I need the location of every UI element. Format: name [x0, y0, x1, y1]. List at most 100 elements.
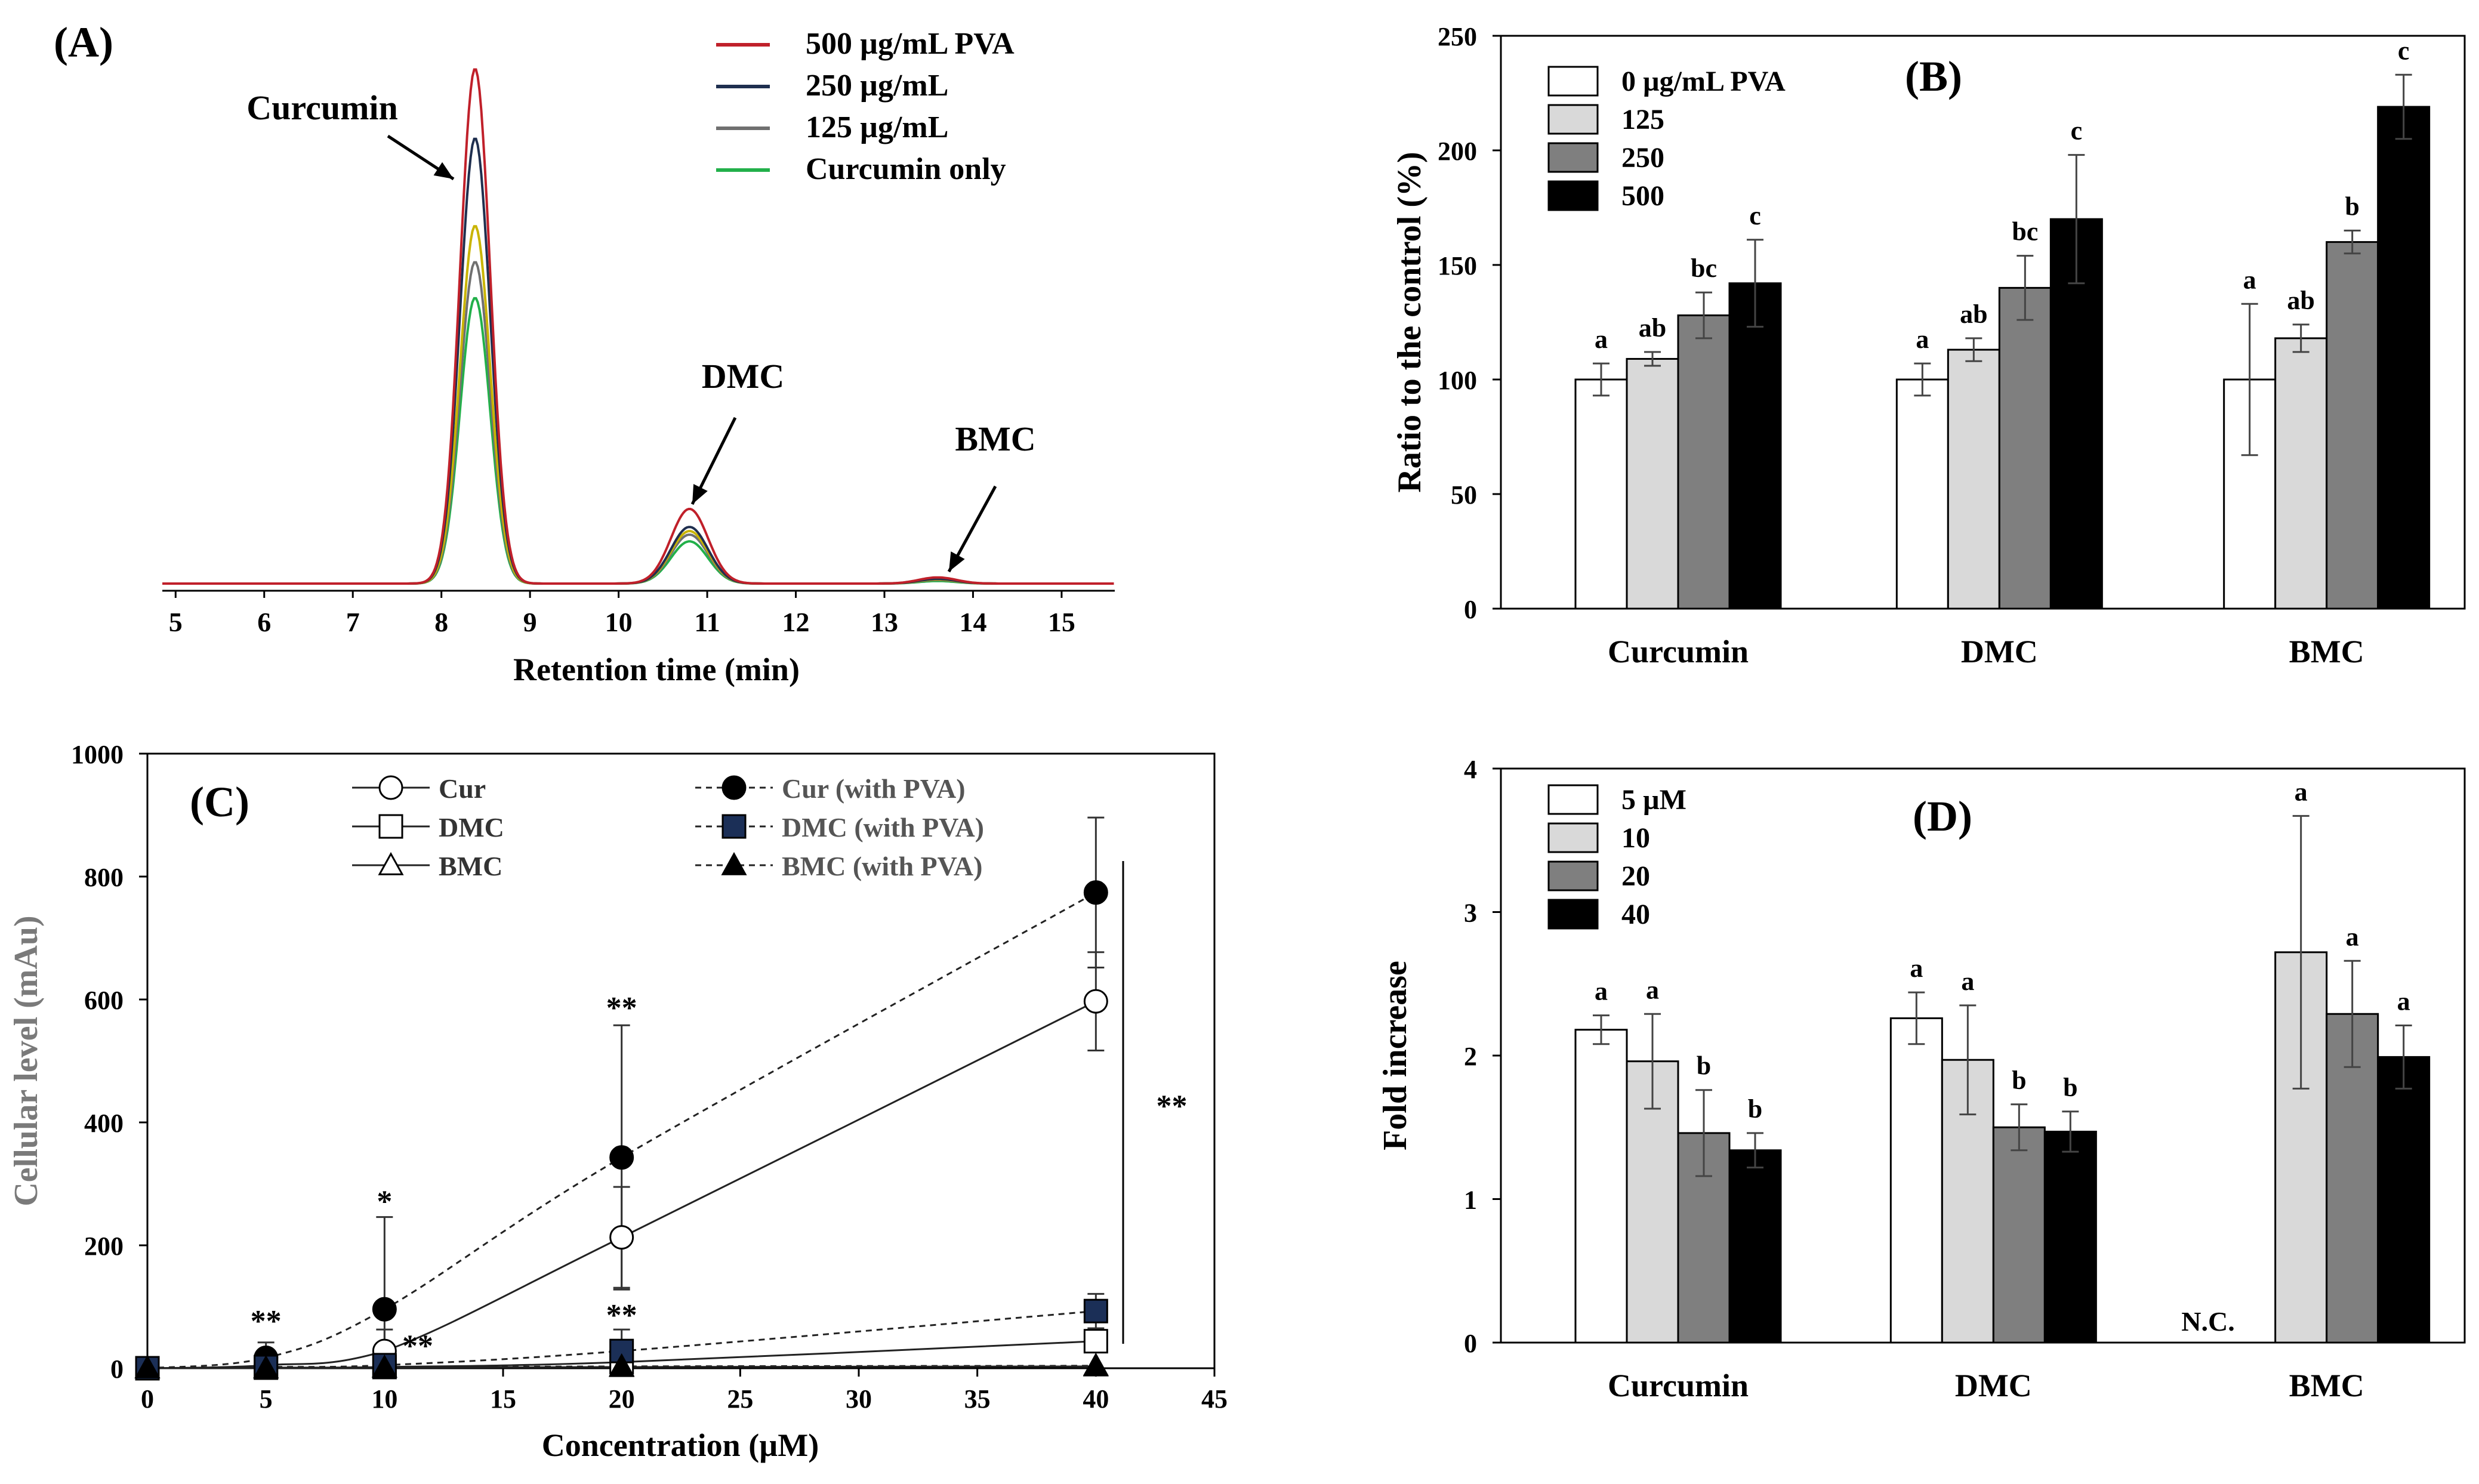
significance-letter: a — [1916, 325, 1929, 354]
legend-label: 10 — [1621, 822, 1650, 854]
y-tick-label: 50 — [1451, 480, 1477, 510]
y-tick-label: 800 — [84, 863, 124, 892]
peak-label: DMC — [702, 357, 785, 396]
x-tick-label: 10 — [371, 1384, 397, 1414]
legend-swatch — [1547, 66, 1599, 97]
panel-d-bar-chart: 0 1 2 3 4 Fold increase (D) a a b b Curcumin a a b b DMC… — [1377, 755, 2466, 1403]
panel-label: (A) — [54, 18, 113, 66]
significance-letter: a — [2243, 265, 2256, 294]
bar-error-bar — [2344, 229, 2361, 255]
bar-error-bar — [1593, 1014, 1610, 1045]
y-tick-label: 250 — [1438, 22, 1477, 51]
data-point — [372, 1297, 397, 1322]
data-point — [134, 1355, 161, 1378]
legend-label: Cur — [439, 773, 486, 804]
legend-swatch — [1547, 180, 1599, 211]
legend-swatch — [1547, 899, 1599, 930]
peak-arrow-head — [949, 551, 965, 572]
bar — [1947, 348, 2000, 610]
significance-letter: a — [2295, 777, 2308, 806]
bar — [1728, 282, 1782, 610]
significance-letter: b — [1748, 1094, 1762, 1124]
x-tick-label: 25 — [727, 1384, 753, 1414]
y-tick-label: 1000 — [71, 740, 124, 769]
significance-marker: ** — [1156, 1090, 1187, 1124]
significance-letter: c — [1749, 201, 1761, 230]
category-label: BMC — [2289, 634, 2364, 670]
bar-error-bar — [2344, 959, 2361, 1068]
bar-error-bar — [1747, 239, 1763, 328]
x-tick-label: 15 — [1048, 607, 1075, 637]
data-point — [1083, 880, 1108, 905]
x-tick-label: 5 — [169, 607, 183, 637]
bar — [1574, 1029, 1628, 1344]
y-tick-label: 1 — [1464, 1186, 1477, 1215]
x-axis-title: Concentration (µM) — [542, 1427, 819, 1463]
category-label: Curcumin — [1608, 634, 1749, 670]
bar-error-bar — [2241, 303, 2258, 456]
data-point — [1083, 1352, 1109, 1376]
legend-swatch — [1547, 822, 1599, 853]
significance-marker: * — [377, 1184, 392, 1218]
legend-marker — [378, 775, 403, 800]
significance-letter: a — [2346, 922, 2359, 951]
legend-marker — [378, 814, 403, 839]
legend-label: 40 — [1621, 899, 1650, 930]
bar-error-bar — [1965, 337, 1982, 362]
significance-letter: b — [2012, 1066, 2026, 1095]
y-tick-label: 2 — [1464, 1042, 1477, 1071]
significance-letter: a — [1646, 975, 1659, 1004]
bar-error-bar — [1695, 1089, 1712, 1177]
peak-arrow-head — [692, 484, 708, 504]
significance-letter: b — [2063, 1073, 2077, 1102]
legend-label: 125 µg/mL — [806, 110, 948, 144]
x-axis-title: Retention time (min) — [513, 652, 800, 687]
panel-label: (C) — [190, 778, 249, 826]
bar-error-bar — [1644, 351, 1661, 367]
bar-error-bar — [2395, 1024, 2412, 1090]
legend-label: 250 — [1621, 142, 1664, 174]
legend-label: 5 µM — [1621, 784, 1686, 816]
legend-label: 20 — [1621, 860, 1650, 892]
bar-error-bar — [2292, 814, 2310, 1090]
bar-error-bar — [2062, 1110, 2079, 1153]
bar — [2043, 1130, 2097, 1344]
legend-label: DMC (with PVA) — [782, 812, 984, 843]
bar-error-bar — [1644, 1013, 1661, 1110]
legend-label: BMC (with PVA) — [782, 851, 982, 881]
category-label: Curcumin — [1608, 1368, 1749, 1403]
bar — [1626, 357, 1679, 610]
data-point — [1083, 989, 1108, 1014]
series-line-5 — [147, 1365, 1096, 1369]
data-point — [609, 1353, 635, 1377]
data-point — [371, 1354, 397, 1378]
not-calculated-label: N.C. — [2181, 1306, 2234, 1337]
x-tick-label: 11 — [694, 607, 720, 637]
y-tick-label: 100 — [1438, 366, 1477, 395]
x-tick-label: 12 — [782, 607, 810, 637]
x-tick-label: 15 — [490, 1384, 516, 1414]
x-tick-label: 0 — [141, 1384, 154, 1414]
legend-swatch — [1547, 860, 1599, 891]
bar — [2274, 337, 2328, 610]
x-tick-label: 45 — [1201, 1384, 1228, 1414]
peak-label: BMC — [955, 419, 1035, 458]
y-axis-title: Cellular level (mAu) — [8, 915, 45, 1206]
bar — [2326, 1013, 2379, 1344]
panel-a-chromatogram: 5 6 7 8 9 10 11 12 13 14 15 Retention time (min) (A)… — [54, 18, 1115, 687]
y-axis-title: Ratio to the control (%) — [1391, 152, 1428, 492]
legend-label: Curcumin only — [806, 152, 1006, 186]
y-tick-label: 3 — [1464, 899, 1477, 928]
x-tick-label: 35 — [964, 1384, 991, 1414]
bar — [1889, 1017, 1943, 1344]
category-label: BMC — [2289, 1368, 2364, 1403]
significance-letter: a — [1595, 977, 1608, 1006]
bar-error-bar — [2011, 1103, 2028, 1152]
legend-label: Cur (with PVA) — [782, 773, 966, 804]
bar — [1998, 286, 2052, 610]
bar-error-bar — [1914, 362, 1931, 397]
significance-letter: ab — [1960, 300, 1987, 329]
bar-error-bar — [1908, 991, 1925, 1045]
bar-error-bar — [2016, 255, 2034, 321]
